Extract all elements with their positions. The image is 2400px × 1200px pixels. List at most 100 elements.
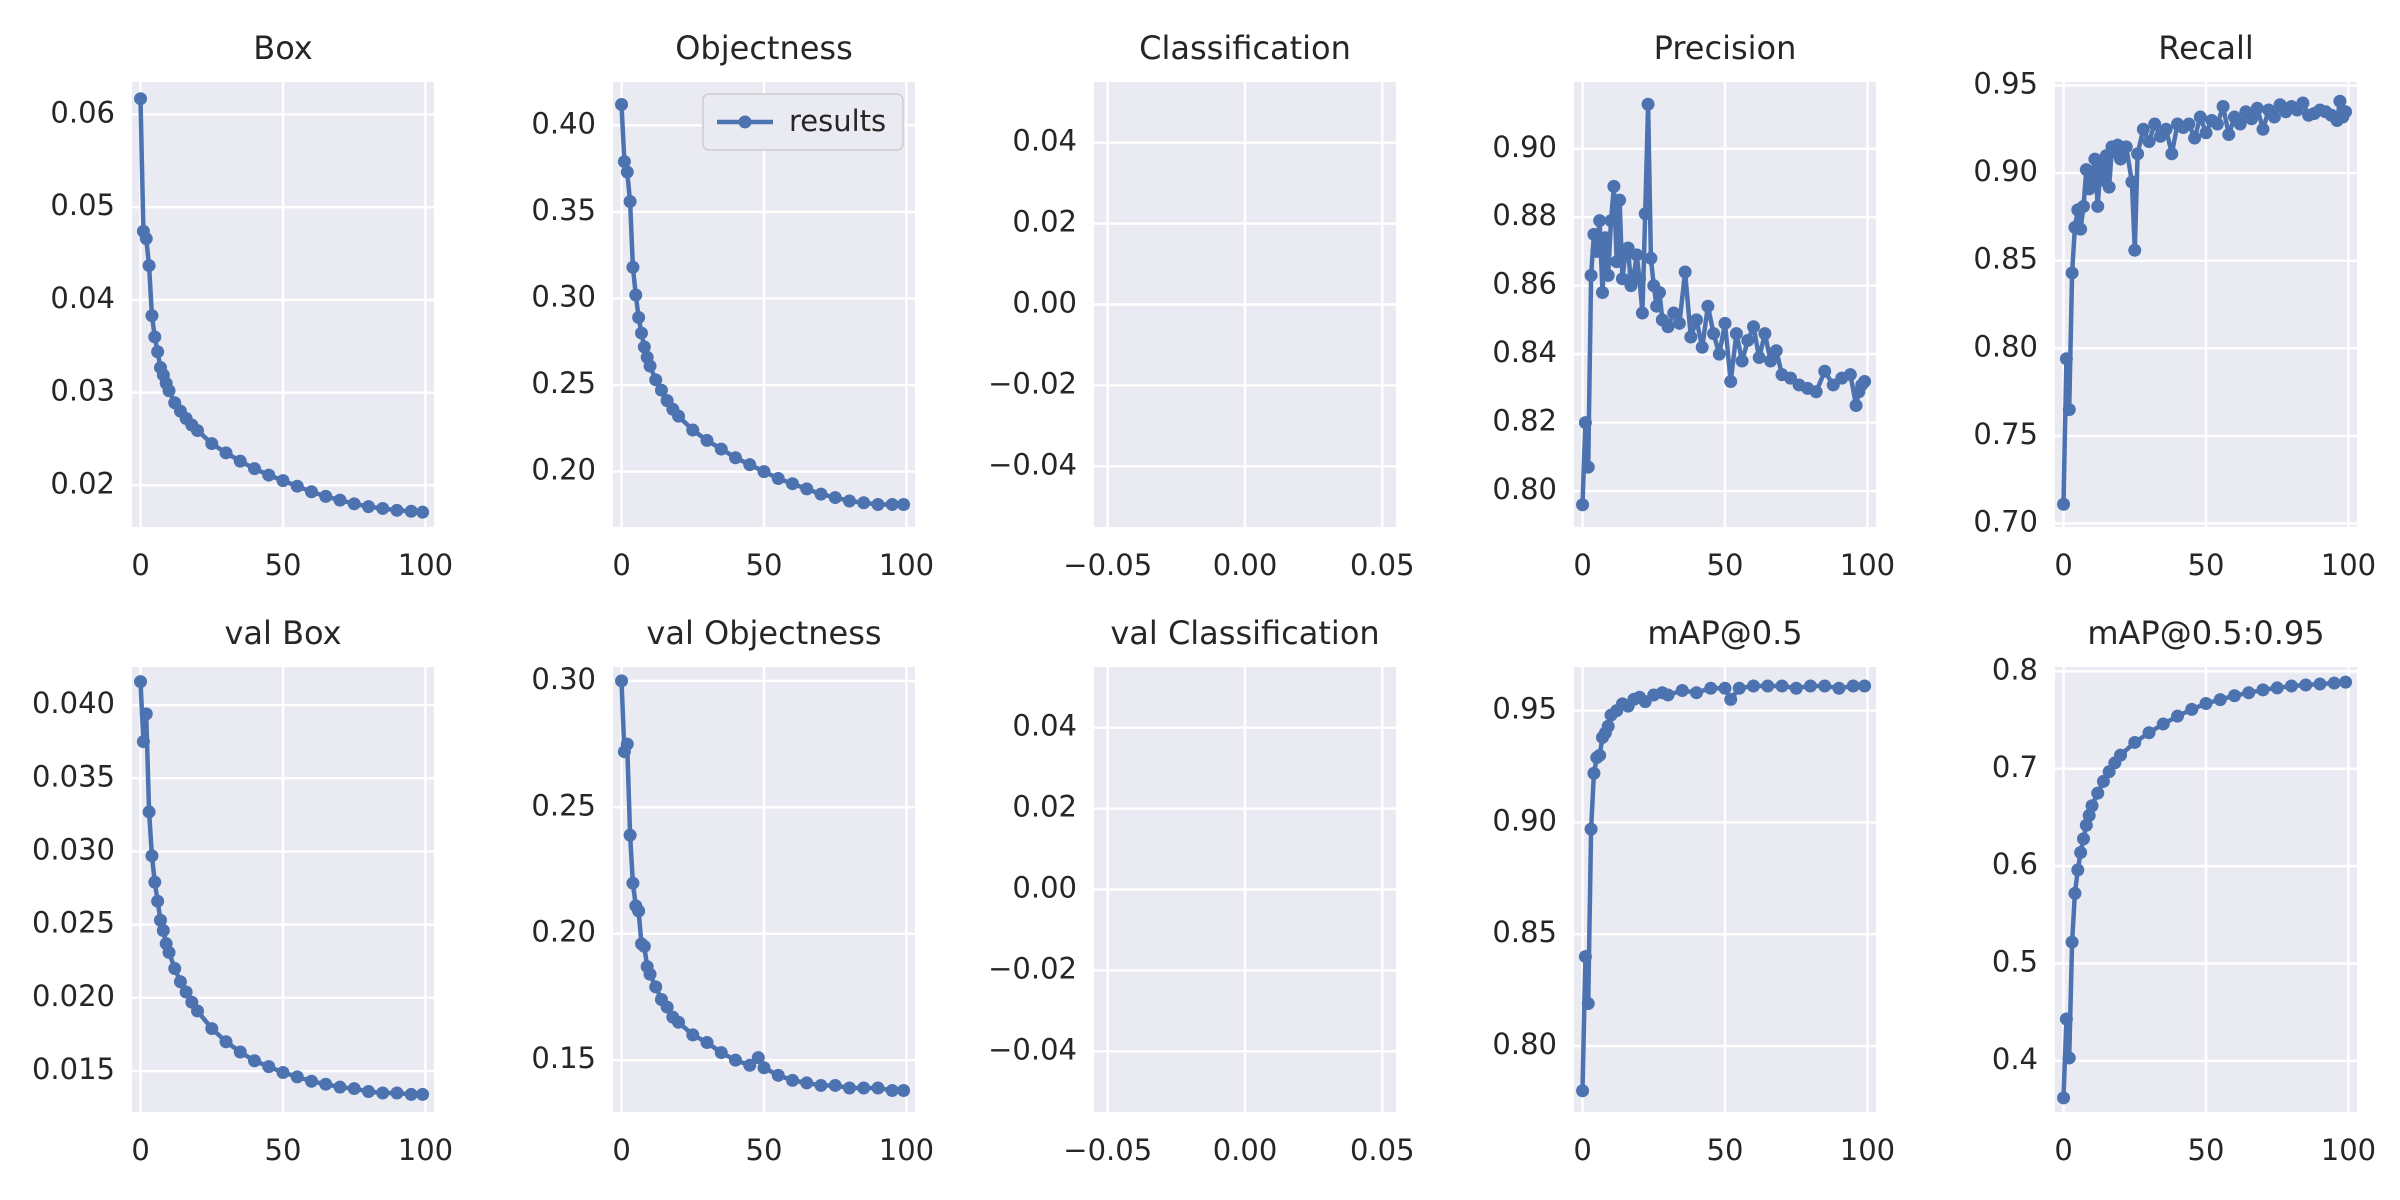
data-point	[1601, 719, 1615, 733]
data-point	[1818, 364, 1832, 378]
data-point	[136, 735, 150, 749]
data-point	[290, 1070, 304, 1084]
data-point	[262, 1060, 276, 1074]
data-point	[2313, 677, 2327, 691]
x-tick-label: 0	[1573, 1133, 1591, 1167]
data-point	[376, 501, 390, 515]
data-point	[1590, 244, 1604, 258]
data-point	[2213, 693, 2227, 707]
x-tick-label: 50	[746, 1133, 783, 1167]
data-point	[1650, 299, 1664, 313]
data-point	[632, 310, 646, 324]
data-point	[615, 98, 629, 112]
data-point	[2227, 689, 2241, 703]
subplot-0: 0 50 100 0.02 0.03 0.04 0.05 0.06 Box	[50, 29, 453, 582]
y-tick-label: 0.03	[50, 374, 115, 408]
data-point	[842, 1081, 856, 1095]
data-point	[1752, 351, 1766, 365]
data-point	[2102, 180, 2116, 194]
x-tick-label: 50	[265, 1133, 302, 1167]
data-point	[743, 458, 757, 472]
data-point	[2296, 96, 2310, 110]
data-point	[1587, 766, 1601, 780]
data-point	[2185, 702, 2199, 716]
y-tick-label: 0.04	[1012, 124, 1077, 158]
data-point	[2299, 678, 2313, 692]
data-point	[620, 165, 634, 179]
data-point	[2114, 152, 2128, 166]
data-point	[771, 472, 785, 486]
y-tick-label: 0.70	[1973, 504, 2038, 538]
data-point	[2119, 140, 2133, 154]
y-tick-label: 0.85	[1492, 915, 1557, 949]
legend: results	[702, 93, 904, 151]
data-point	[1724, 692, 1738, 706]
data-point	[629, 288, 643, 302]
data-point	[416, 505, 430, 519]
data-point	[156, 923, 170, 937]
data-point	[1581, 997, 1595, 1011]
data-point	[1601, 268, 1615, 282]
data-point	[626, 876, 640, 890]
y-tick-label: 0.040	[32, 686, 115, 720]
subplot-title: mAP@0.5	[1647, 614, 1802, 652]
data-point	[145, 309, 159, 323]
data-point	[1735, 354, 1749, 368]
y-tick-label: 0.025	[32, 906, 115, 940]
y-tick-label: 0.30	[531, 662, 596, 696]
legend-marker	[738, 115, 752, 129]
data-point	[205, 437, 219, 451]
data-point	[1576, 498, 1590, 512]
y-tick-label: 0.35	[531, 193, 596, 227]
data-point	[191, 424, 205, 438]
data-point	[1690, 313, 1704, 327]
y-tick-label: 0.90	[1973, 154, 2038, 188]
y-tick-label: −0.02	[988, 951, 1077, 985]
subplot-7: −0.05 0.00 0.05 −0.04 −0.02 0.00 0.02 0.04 val C…	[988, 614, 1414, 1167]
data-point	[376, 1086, 390, 1100]
data-point	[1584, 268, 1598, 282]
data-point	[153, 913, 167, 927]
subplot-title: val Classification	[1110, 614, 1379, 652]
data-point	[416, 1087, 430, 1101]
data-point	[871, 1081, 885, 1095]
data-point	[1764, 354, 1778, 368]
data-point	[637, 340, 651, 354]
data-point	[1746, 679, 1760, 693]
y-tick-label: 0.00	[1012, 286, 1077, 320]
data-point	[1672, 316, 1686, 330]
x-tick-label: 0	[612, 1133, 630, 1167]
subplot-title: Recall	[2158, 29, 2253, 67]
subplot-1: 0 50 100 0.20 0.25 0.30 0.35 0.40 Objectness resu…	[531, 29, 934, 582]
data-point	[134, 92, 148, 106]
data-point	[233, 454, 247, 468]
data-point	[151, 894, 165, 908]
x-tick-label: 50	[265, 548, 302, 582]
data-point	[1690, 686, 1704, 700]
data-point	[637, 939, 651, 953]
subplot-6: 0 50 100 0.15 0.20 0.25 0.30 val Objectness	[531, 614, 934, 1167]
x-tick-label: 0	[2054, 1133, 2072, 1167]
y-tick-label: 0.15	[531, 1041, 596, 1075]
data-point	[1635, 306, 1649, 320]
data-point	[1741, 333, 1755, 347]
data-point	[1641, 97, 1655, 111]
y-tick-label: 0.20	[531, 915, 596, 949]
data-point	[2250, 101, 2264, 115]
legend-label: results	[789, 104, 886, 138]
data-point	[404, 1087, 418, 1101]
data-point	[2210, 117, 2224, 131]
data-point	[2085, 173, 2099, 187]
data-point	[1718, 316, 1732, 330]
data-point	[1701, 299, 1715, 313]
data-point	[2159, 122, 2173, 136]
subplot-title: val Objectness	[646, 614, 881, 652]
x-tick-label: −0.05	[1063, 1133, 1152, 1167]
y-tick-label: 0.06	[50, 95, 115, 129]
data-point	[626, 260, 640, 274]
data-point	[2216, 100, 2230, 114]
data-point	[304, 485, 318, 499]
data-point	[785, 1073, 799, 1087]
x-tick-label: −0.05	[1063, 548, 1152, 582]
